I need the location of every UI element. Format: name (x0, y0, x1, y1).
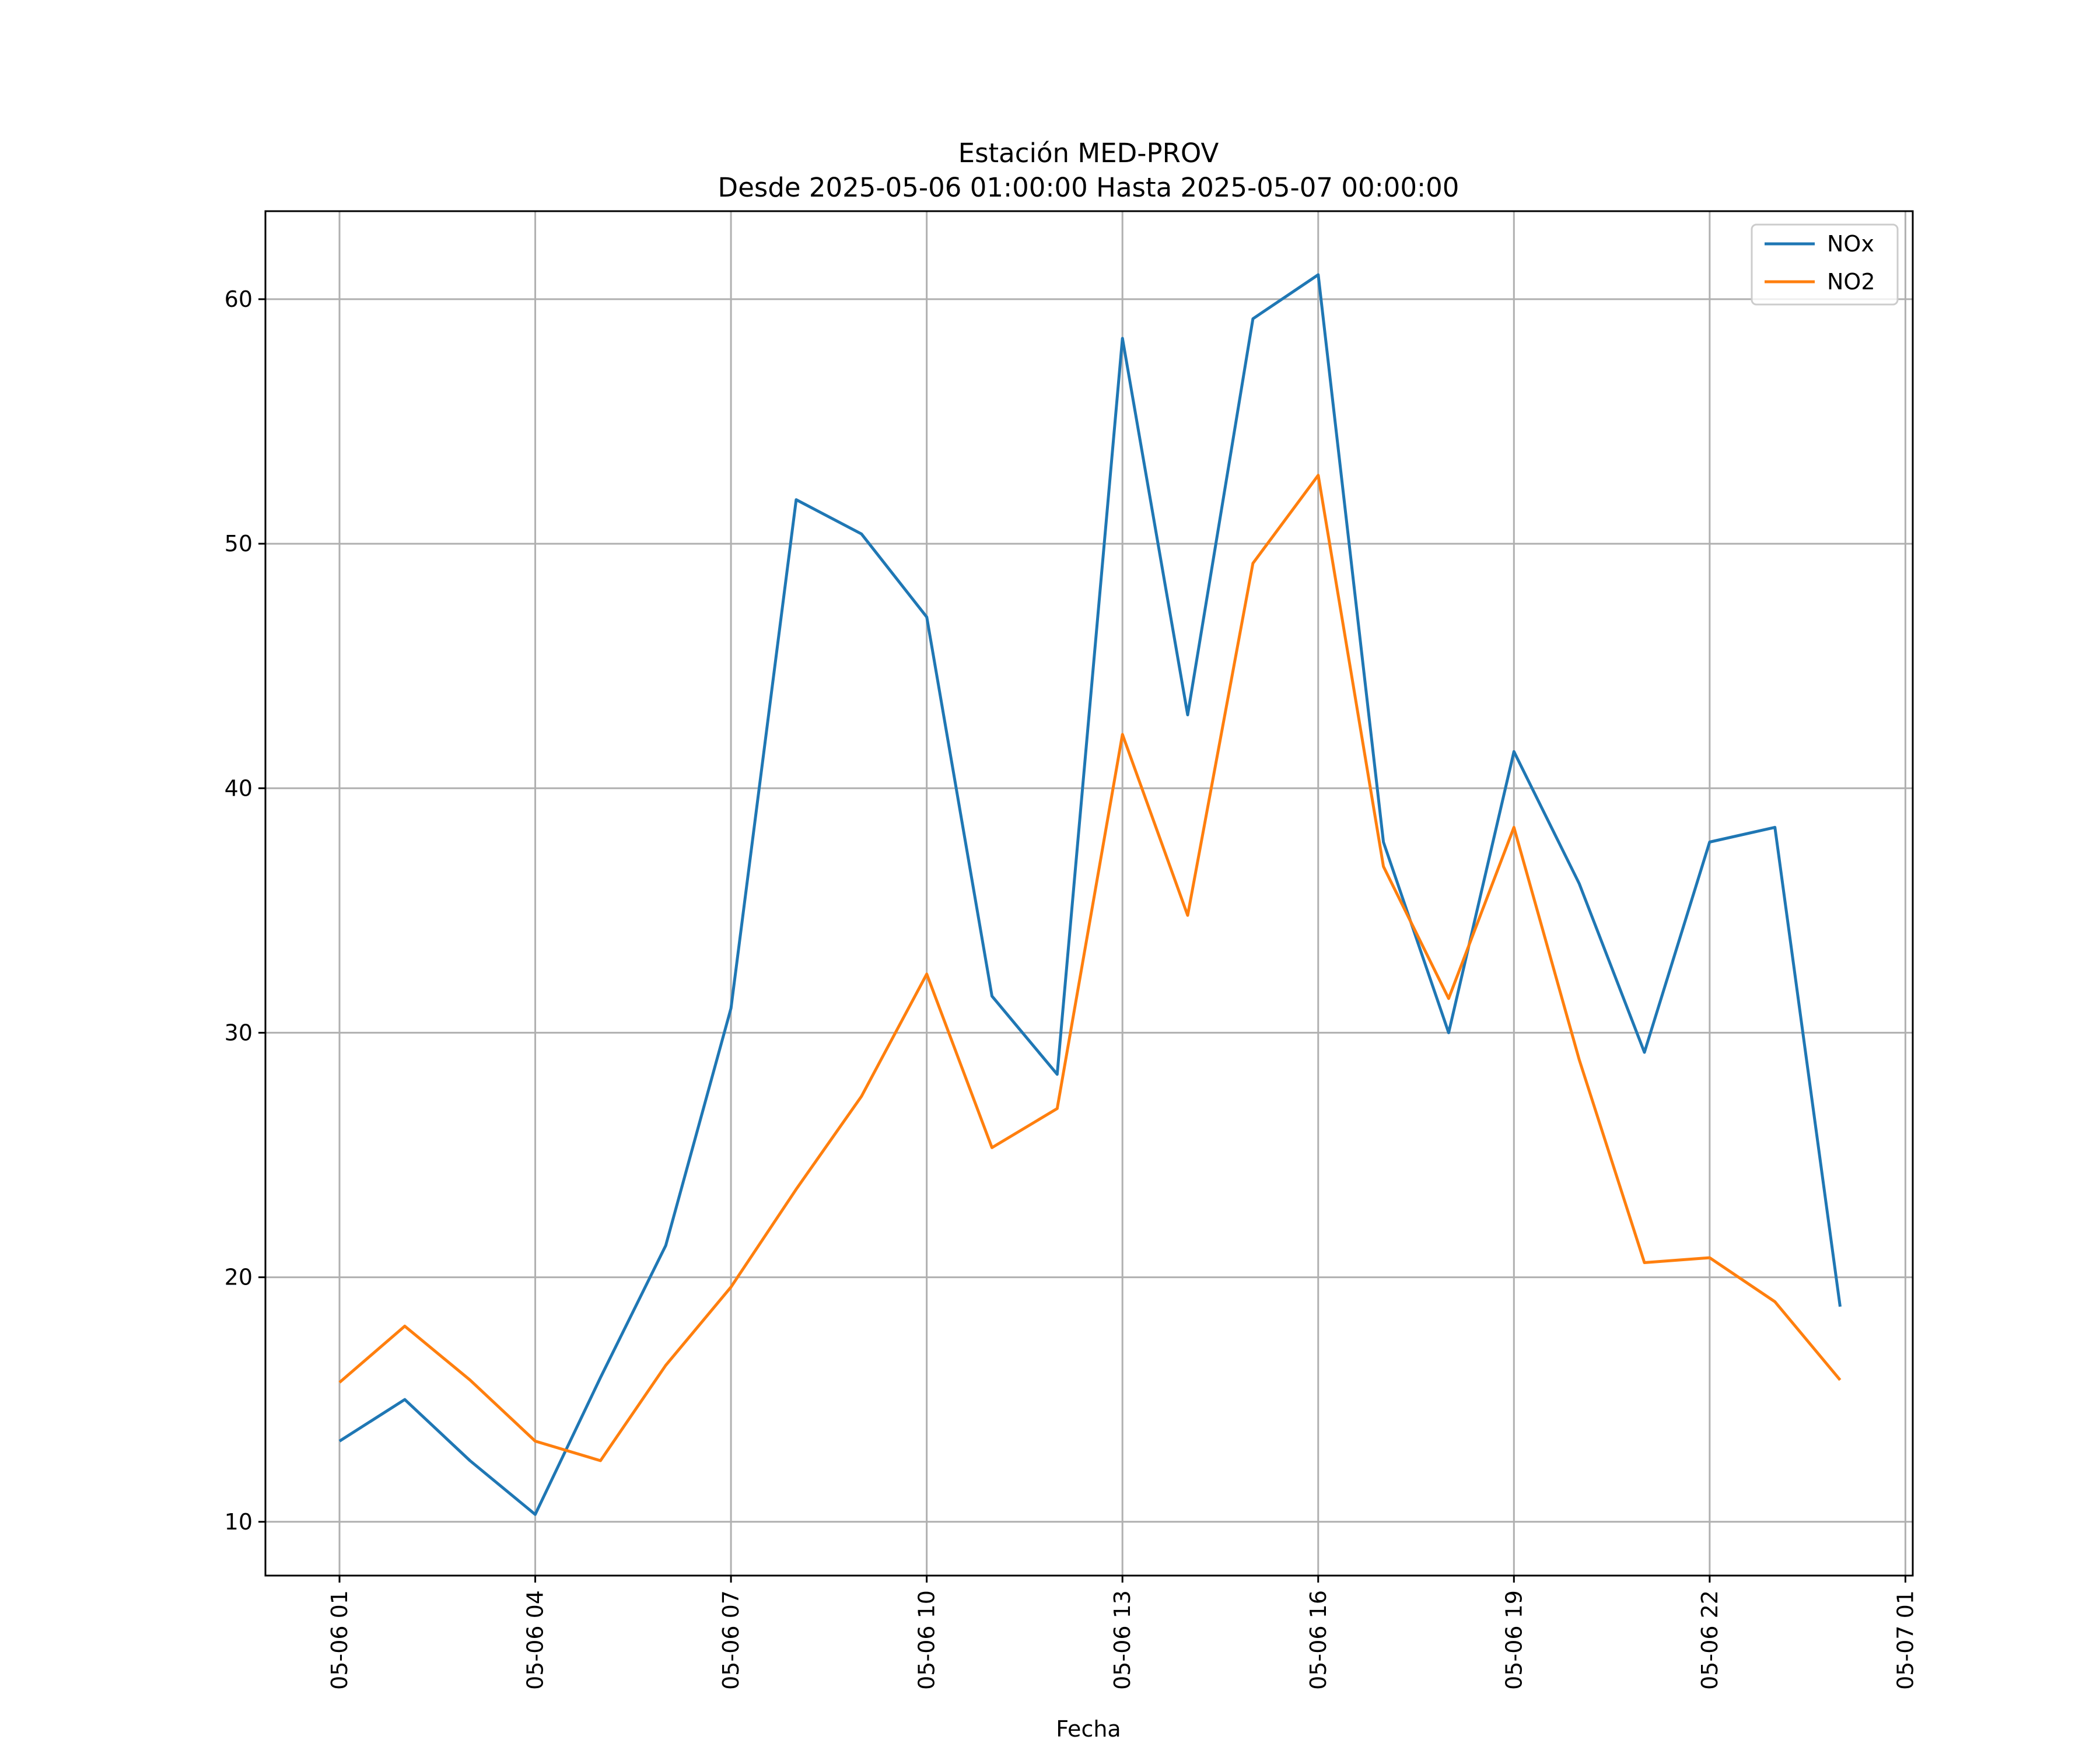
y-tick-label: 10 (225, 1509, 253, 1535)
legend-label-nox: NOx (1827, 231, 1874, 257)
y-tick-label: 20 (225, 1265, 253, 1290)
y-axis: 10 20 30 40 50 60 (225, 286, 265, 1535)
x-tick-label: 05-06 19 (1501, 1590, 1527, 1690)
legend-box (1751, 223, 1899, 306)
legend-label-no2: NO2 (1827, 269, 1875, 295)
x-tick-label: 05-07 01 (1892, 1590, 1918, 1690)
y-tick-label: 30 (225, 1020, 253, 1045)
chart-title: Estación MED-PROV (958, 138, 1219, 169)
series-line-no2 (338, 474, 1842, 1462)
x-tick-label: 05-06 04 (523, 1590, 548, 1690)
x-tick-label: 05-06 22 (1697, 1590, 1723, 1690)
x-tick-label: 05-06 16 (1306, 1590, 1331, 1690)
y-tick-label: 40 (225, 775, 253, 801)
x-axis-label: Fecha (1056, 1716, 1121, 1742)
x-axis: 05-06 01 05-06 04 05-06 07 05-06 10 05-06 13… (327, 1576, 1918, 1690)
x-tick-label: 05-06 07 (718, 1590, 744, 1690)
x-tick-label: 05-06 01 (327, 1590, 352, 1690)
y-tick-label: 60 (225, 286, 253, 312)
grid (265, 211, 1913, 1576)
chart-subtitle: Desde 2025-05-06 01:00:00 Hasta 2025-05-… (718, 172, 1460, 203)
series-line-nox (338, 273, 1842, 1516)
series-group (338, 273, 1842, 1516)
legend: NOx NO2 (1751, 223, 1899, 306)
x-tick-label: 05-06 10 (914, 1590, 940, 1690)
y-tick-label: 50 (225, 531, 253, 556)
x-tick-label: 05-06 13 (1110, 1590, 1135, 1690)
plot-frame (264, 210, 1914, 1577)
